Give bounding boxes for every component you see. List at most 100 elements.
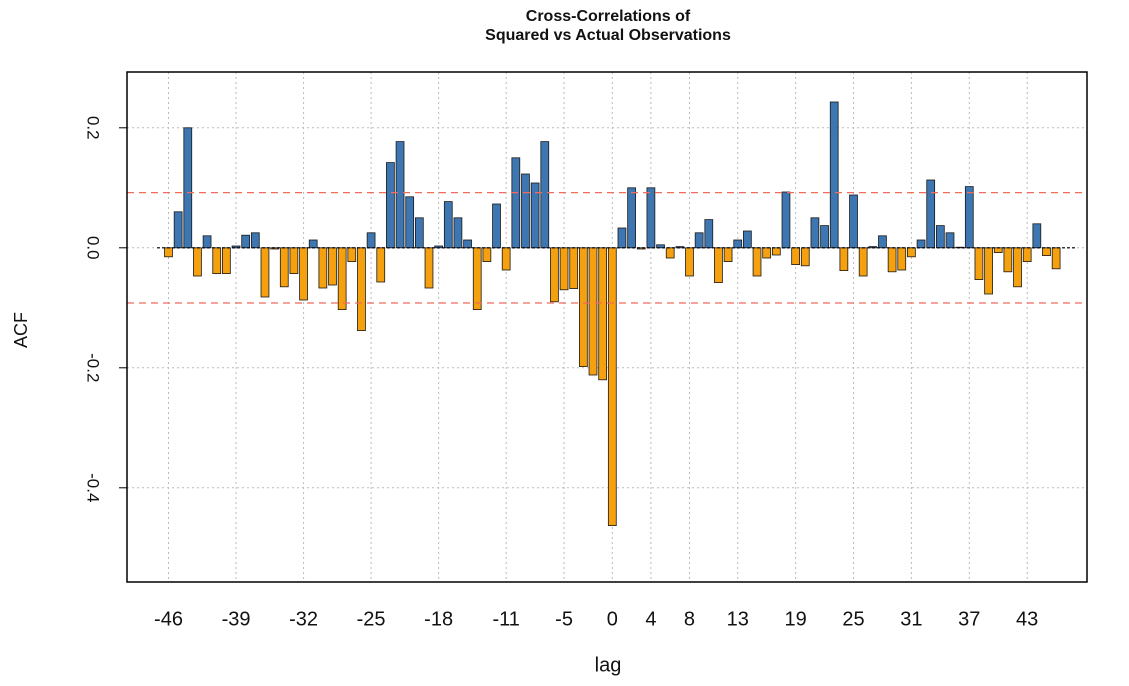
bar <box>482 247 492 263</box>
bar <box>588 247 598 376</box>
bar <box>193 247 202 277</box>
bar <box>299 247 308 301</box>
bar <box>501 247 511 271</box>
x-tick-label: -18 <box>424 608 453 630</box>
bar <box>222 247 231 275</box>
chart-subtitle: Squared vs Actual Observations <box>485 27 731 44</box>
y-tick-label: 0.0 <box>84 236 103 260</box>
x-tick-label: 0 <box>607 608 618 630</box>
bar <box>443 201 453 249</box>
bar <box>617 227 627 249</box>
bar <box>289 247 299 275</box>
x-tick-label: 4 <box>645 608 656 630</box>
bar <box>279 247 289 288</box>
bar <box>366 232 376 249</box>
bar <box>878 235 887 249</box>
y-axis-label: ACF <box>11 312 31 348</box>
bar <box>791 247 800 266</box>
x-tick-label: -32 <box>289 608 318 630</box>
bar <box>540 141 550 249</box>
y-tick-label: -0.4 <box>84 473 103 502</box>
bar <box>183 127 193 249</box>
bar <box>926 179 936 249</box>
bar <box>337 247 347 311</box>
bar <box>318 247 328 289</box>
bar <box>820 225 829 249</box>
x-tick-label: 31 <box>900 608 922 630</box>
bar <box>386 162 395 249</box>
bar <box>424 247 434 289</box>
bar <box>714 247 723 284</box>
bar <box>579 247 588 368</box>
y-tick-label: 0.2 <box>84 116 103 140</box>
bar <box>250 232 260 249</box>
bar <box>569 247 579 290</box>
bar <box>607 247 617 526</box>
bar <box>665 247 675 259</box>
bar <box>723 247 733 263</box>
bar <box>839 247 849 272</box>
bar <box>733 239 743 249</box>
bar <box>308 239 318 249</box>
bar <box>202 235 212 249</box>
bar <box>810 217 820 249</box>
bar <box>935 225 945 249</box>
bar <box>1022 247 1032 263</box>
bar <box>897 247 907 271</box>
bar <box>463 239 472 249</box>
plot-frame <box>126 71 1088 583</box>
bar <box>164 247 173 258</box>
x-tick-label: -25 <box>357 608 386 630</box>
bar <box>395 141 405 249</box>
bar <box>173 211 183 249</box>
bar <box>241 234 251 249</box>
bar <box>550 247 559 303</box>
bar <box>598 247 608 381</box>
bar <box>800 247 810 267</box>
x-tick-label: -39 <box>222 608 251 630</box>
bar <box>743 230 752 249</box>
bar <box>627 187 636 249</box>
x-tick-label: 43 <box>1016 608 1038 630</box>
bar <box>887 247 897 273</box>
bar <box>829 101 839 249</box>
bar <box>781 191 791 249</box>
bar <box>1003 247 1013 273</box>
bar <box>993 247 1003 254</box>
bar <box>405 196 415 249</box>
bar <box>762 247 772 259</box>
bar <box>704 219 714 249</box>
bar <box>974 247 984 281</box>
bar <box>1051 247 1061 270</box>
bar <box>1032 223 1042 249</box>
bar <box>453 217 463 249</box>
bar <box>694 232 704 249</box>
bar <box>984 247 993 295</box>
bar <box>964 186 974 249</box>
x-tick-label: 19 <box>784 608 806 630</box>
bar <box>357 247 366 332</box>
bar <box>849 194 858 249</box>
bar <box>376 247 386 283</box>
bar <box>231 245 241 249</box>
x-axis-label: lag <box>595 654 622 676</box>
bar <box>414 217 424 249</box>
x-tick-label: 8 <box>684 608 695 630</box>
bar <box>685 247 694 277</box>
chart-title: Cross-Correlations of <box>526 8 691 25</box>
bar <box>328 247 337 286</box>
bar <box>907 247 916 258</box>
x-tick-label: -5 <box>555 608 573 630</box>
x-tick-label: -11 <box>492 608 519 630</box>
bar <box>347 247 357 263</box>
x-tick-label: 13 <box>727 608 749 630</box>
bar <box>559 247 569 291</box>
bar <box>752 247 762 277</box>
bar <box>656 244 665 249</box>
x-tick-label: 25 <box>842 608 864 630</box>
bar <box>521 173 530 249</box>
bar <box>858 247 868 277</box>
bar <box>636 247 646 250</box>
bar <box>1013 247 1022 288</box>
